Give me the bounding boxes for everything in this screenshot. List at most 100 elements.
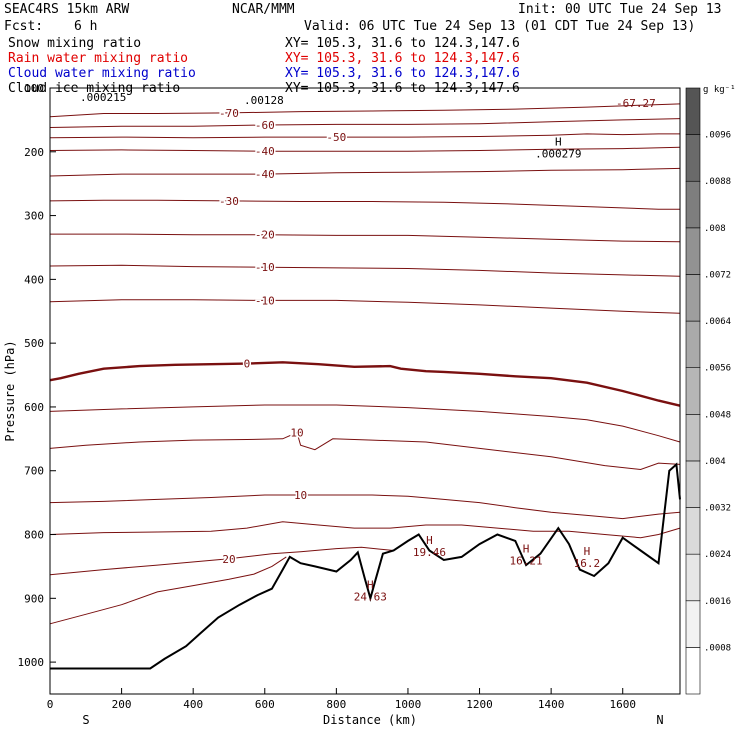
annotation-min-temp: -67.27 xyxy=(616,97,656,110)
y-axis-title: Pressure (hPa) xyxy=(3,340,17,441)
colorbar-tick-label: .004 xyxy=(704,457,726,467)
contour-label: -40 xyxy=(255,168,275,181)
colorbar-tick-label: .0096 xyxy=(704,131,731,141)
terrain-line xyxy=(50,462,681,670)
high-marker: H xyxy=(367,579,374,592)
colorbar-tick-label: .0016 xyxy=(704,597,731,607)
contour-line xyxy=(49,494,681,520)
contour-line xyxy=(49,546,394,576)
contour-line xyxy=(49,521,681,539)
field-cloudwater-label: Cloud water mixing ratio xyxy=(8,66,196,81)
colorbar-swatch xyxy=(685,367,701,415)
contour-line xyxy=(49,146,681,152)
annotation-min-rain: .00128 xyxy=(244,94,284,107)
contour-label: 10 xyxy=(290,426,303,439)
y-tick-label: 900 xyxy=(24,592,44,605)
x-tick-label: 1000 xyxy=(395,698,422,711)
terrain-surface xyxy=(50,462,681,670)
field-rain-label: Rain water mixing ratio xyxy=(8,51,189,66)
colorbar-swatch xyxy=(685,274,701,322)
colorbar-tick-label: .0008 xyxy=(704,643,731,653)
contour-line xyxy=(49,103,681,118)
field-snow-label: Snow mixing ratio xyxy=(8,36,142,51)
y-tick-label: 100 xyxy=(24,82,44,95)
colorbar-swatch xyxy=(685,647,701,695)
y-tick-label: 400 xyxy=(24,273,44,286)
high-value: 24.63 xyxy=(354,591,387,604)
colorbar: .0008 .0016 .0024 .0032 .004 .0048 .0056 .0064.… xyxy=(685,87,731,695)
colorbar-tick-label: .0088 xyxy=(704,177,731,187)
contour-line xyxy=(49,199,680,210)
colorbar-tick-label: .008 xyxy=(704,224,726,234)
colorbar-swatch xyxy=(685,600,701,648)
x-tick-label: 1200 xyxy=(466,698,493,711)
x-tick-label: 1400 xyxy=(538,698,565,711)
contour-label: -10 xyxy=(255,294,275,307)
contour-line xyxy=(49,361,681,407)
x-axis-title: Distance (km) xyxy=(323,713,417,727)
init-time: Init: 00 UTC Tue 24 Sep 13 xyxy=(518,2,722,17)
colorbar-tick-label: .0024 xyxy=(704,550,731,560)
x-tick-label: 600 xyxy=(255,698,275,711)
y-tick-label: 800 xyxy=(24,529,44,542)
field-cloudwater-xy: XY= 105.3, 31.6 to 124.3,147.6 xyxy=(285,66,520,81)
high-value: 19.46 xyxy=(413,546,446,559)
x-tick-label: 0 xyxy=(47,698,54,711)
contour-label: -50 xyxy=(326,131,346,144)
colorbar-unit: g kg⁻¹ xyxy=(703,85,736,95)
annotation-min-snow: .000215 xyxy=(80,91,126,104)
y-tick-label: 700 xyxy=(24,465,44,478)
colorbar-swatch xyxy=(685,553,701,602)
high-marker: H xyxy=(584,545,591,558)
field-rain-xy: XY= 105.3, 31.6 to 124.3,147.6 xyxy=(285,51,520,66)
y-tick-label: 600 xyxy=(24,401,44,414)
colorbar-tick-label: .0064 xyxy=(704,317,731,327)
contour-label: 10 xyxy=(294,489,307,502)
colorbar-tick-label: .0048 xyxy=(704,410,731,420)
valid-time: Valid: 06 UTC Tue 24 Sep 13 (01 CDT Tue … xyxy=(304,19,696,34)
colorbar-swatch xyxy=(685,134,701,182)
x-tick-label: 800 xyxy=(326,698,346,711)
contour-line xyxy=(49,118,681,128)
contour-label: -30 xyxy=(219,195,239,208)
high-marker: H xyxy=(523,542,530,555)
contour-label: -60 xyxy=(255,119,275,132)
contour-label: -40 xyxy=(255,145,275,158)
x-axis-right-end-label: N xyxy=(656,713,663,727)
colorbar-tick-label: .0032 xyxy=(704,504,731,514)
contour-line xyxy=(49,133,680,139)
field-snow-xy: XY= 105.3, 31.6 to 124.3,147.6 xyxy=(285,36,520,51)
colorbar-swatch xyxy=(685,180,701,229)
contour-line xyxy=(49,404,681,443)
x-tick-label: 200 xyxy=(112,698,132,711)
x-tick-label: 1600 xyxy=(609,698,636,711)
high-value: 16.21 xyxy=(510,554,543,567)
model-title: SEAC4RS 15km ARW xyxy=(4,2,130,17)
colorbar-swatch xyxy=(685,227,701,275)
x-tick-label: 400 xyxy=(183,698,203,711)
contour-label: 0 xyxy=(244,358,251,371)
colorbar-tick-label: .0056 xyxy=(704,364,731,374)
fcst-label: Fcst: xyxy=(4,19,44,34)
contour-line xyxy=(49,431,681,471)
contour-line xyxy=(49,264,681,277)
colorbar-swatch xyxy=(685,460,701,508)
high-value: 16.2 xyxy=(574,557,601,570)
plot-frame xyxy=(49,87,681,695)
colorbar-swatch xyxy=(685,87,701,135)
high-value: .000279 xyxy=(535,147,581,160)
contour-line xyxy=(49,167,681,177)
high-marker: H xyxy=(555,135,562,148)
contour-label: 20 xyxy=(222,553,235,566)
contour-line xyxy=(50,233,681,243)
x-axis-left-end-label: S xyxy=(82,713,89,727)
colorbar-swatch xyxy=(685,320,701,368)
fcst-value: 6 h xyxy=(74,19,98,34)
colorbar-tick-label: .0072 xyxy=(704,270,731,280)
contour-label: -10 xyxy=(255,261,275,274)
temperature-contours: -70 -60 -50 -40 -40 -30 -20 -10 -10 0 10 10 20 xyxy=(49,103,681,625)
contour-label: -70 xyxy=(219,107,239,120)
contour-line xyxy=(49,299,681,314)
colorbar-swatch xyxy=(685,507,701,555)
